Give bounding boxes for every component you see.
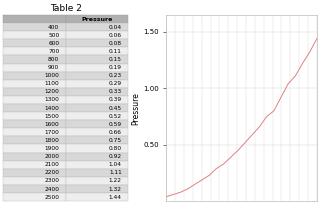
Y-axis label: Pressure: Pressure bbox=[131, 92, 140, 125]
Text: Table 2: Table 2 bbox=[50, 4, 82, 13]
